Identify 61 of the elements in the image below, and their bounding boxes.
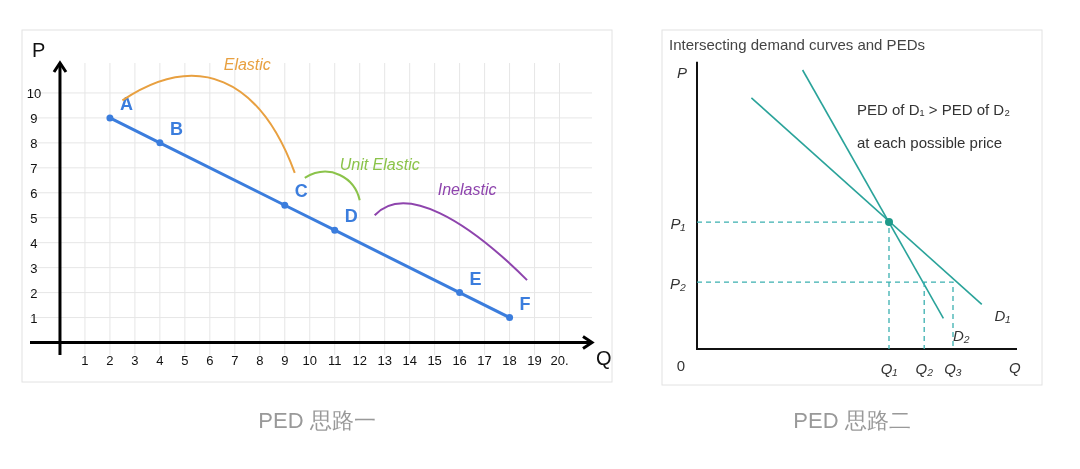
text: P₁ xyxy=(670,215,686,233)
y-tick-label: 4 xyxy=(30,235,38,251)
x-tick-label: 5 xyxy=(181,352,189,368)
point xyxy=(281,201,289,209)
text: PED 思路二 xyxy=(793,408,911,433)
y-tick-label: 8 xyxy=(30,135,38,151)
text: at each possible price xyxy=(857,134,1003,152)
x-tick-label: 13 xyxy=(377,352,392,368)
y-tick-label: 9 xyxy=(30,110,38,126)
annotation: B xyxy=(169,118,183,139)
annotation: Inelastic xyxy=(437,181,497,199)
text: 0 xyxy=(676,357,686,375)
x-tick-label: 4 xyxy=(156,352,164,368)
y-tick-label: 10 xyxy=(26,85,42,101)
y-tick-label: 3 xyxy=(30,260,38,276)
point xyxy=(156,139,164,147)
point xyxy=(331,226,339,234)
x-tick-label: 18 xyxy=(502,352,517,368)
x-tick-label: 6 xyxy=(206,352,214,368)
x-tick-label: 8 xyxy=(256,352,264,368)
x-tick-label: 16 xyxy=(452,352,467,368)
x-tick-label: 17 xyxy=(477,352,492,368)
point xyxy=(106,114,114,122)
x-tick-label: 14 xyxy=(402,352,417,368)
text: PED 思路一 xyxy=(258,408,376,433)
x-tick-label: 12 xyxy=(352,352,367,368)
y-axis-title: P xyxy=(31,39,46,61)
point xyxy=(506,314,514,322)
text: Q₁ xyxy=(880,360,898,378)
x-tick-label: 1 xyxy=(81,352,89,368)
annotation: C xyxy=(294,181,308,202)
y-tick-label: 2 xyxy=(30,285,38,301)
point xyxy=(456,289,464,297)
x-axis-title: Q xyxy=(596,346,612,369)
annotation: E xyxy=(469,268,482,289)
text: Q₂ xyxy=(915,360,934,378)
y-tick-label: 6 xyxy=(30,185,38,201)
text: D₁ xyxy=(994,307,1011,325)
annotation: Elastic xyxy=(223,56,271,74)
x-tick-label: 3 xyxy=(131,352,139,368)
text: PED of D₁ > PED of D₂ xyxy=(857,100,1011,118)
text: P₂ xyxy=(669,275,686,293)
text: Intersecting demand curves and PEDs xyxy=(669,36,925,53)
text: Q₃ xyxy=(944,360,962,378)
text: D₂ xyxy=(953,326,970,344)
x-tick-label: 11 xyxy=(327,352,342,368)
annotation: D xyxy=(344,206,358,227)
y-tick-label: 7 xyxy=(30,160,38,176)
y-tick-label: 1 xyxy=(30,310,38,326)
annotation: Unit Elastic xyxy=(339,156,420,174)
x-tick-label: 15 xyxy=(427,352,442,368)
x-tick-label: 10 xyxy=(302,352,317,368)
text: Q xyxy=(1009,359,1021,376)
x-tick-label: 7 xyxy=(231,352,239,368)
x-tick-label: 2 xyxy=(106,352,114,368)
x-tick-label: 19 xyxy=(527,352,542,368)
annotation: F xyxy=(519,293,531,314)
x-tick-label: 9 xyxy=(281,352,289,368)
text: P xyxy=(677,64,688,82)
x-tick-label: 20. xyxy=(550,352,569,368)
y-tick-label: 5 xyxy=(30,210,38,226)
